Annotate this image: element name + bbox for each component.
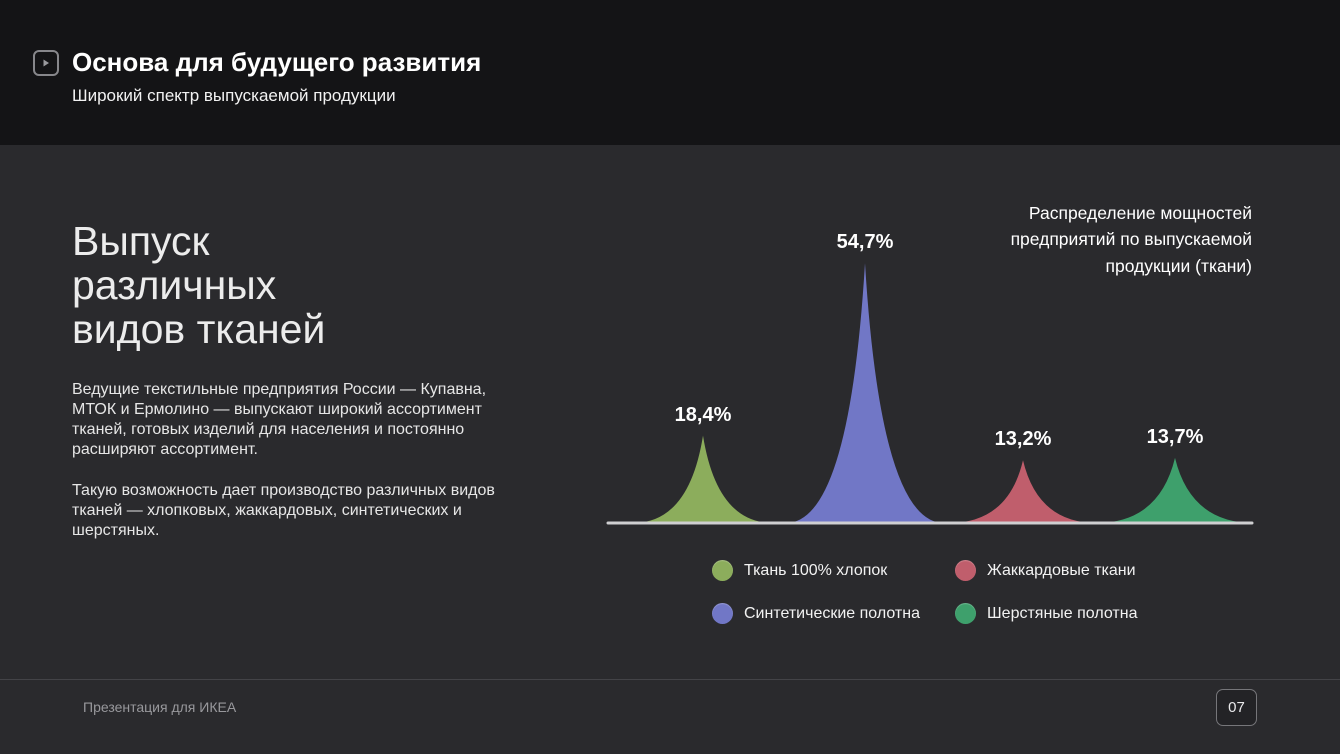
play-icon — [33, 50, 59, 76]
chart-peak-3 — [1096, 457, 1254, 523]
chart-title: Распределение мощностей предприятий по в… — [1010, 203, 1252, 276]
legend-dot-cotton — [712, 560, 733, 581]
section-heading: Выпуск различных видов тканей — [72, 218, 326, 352]
legend-label-jacquard: Жаккардовые ткани — [987, 561, 1136, 579]
chart-peak-2 — [949, 460, 1097, 523]
legend-item-cotton: Ткань 100% хлопок — [712, 549, 955, 592]
legend-label-synthetic: Синтетические полотна — [744, 604, 920, 622]
legend-item-jacquard: Жаккардовые ткани — [955, 549, 1137, 592]
peak-value-label-3: 13,7% — [1146, 425, 1204, 448]
chart-legend: Ткань 100% хлопок Жаккардовые ткани Синт… — [712, 549, 1137, 635]
footer-divider — [0, 679, 1340, 680]
chart-peak-0 — [633, 435, 773, 523]
page-subtitle: Широкий спектр выпускаемой продукции — [72, 86, 396, 105]
footer-caption: Презентация для ИКЕА — [83, 699, 237, 715]
body-paragraph-2: Такую возможность дает производство разл… — [72, 482, 495, 540]
capacity-chart-svg — [606, 263, 1254, 525]
header-band — [0, 0, 1340, 145]
legend-dot-jacquard — [955, 560, 976, 581]
peak-value-label-1: 54,7% — [836, 231, 894, 254]
section-heading-line: различных — [72, 261, 277, 308]
body-paragraph-1: Ведущие текстильные предприятия России —… — [72, 381, 487, 459]
legend-item-wool: Шерстяные полотна — [955, 592, 1137, 635]
page-number: 07 — [1228, 699, 1245, 716]
legend-label-cotton: Ткань 100% хлопок — [744, 561, 888, 579]
section-heading-line: Выпуск — [72, 218, 210, 264]
capacity-chart: 18,4% 54,7% 13,2% 13,7% — [600, 225, 1260, 525]
peak-value-label-2: 13,2% — [994, 428, 1052, 451]
page-number-badge: 07 — [1216, 689, 1257, 726]
section-heading-line: видов тканей — [72, 305, 326, 352]
chart-peak-1 — [786, 263, 944, 523]
legend-dot-synthetic — [712, 603, 733, 624]
page-title: Основа для будущего развития — [72, 47, 482, 77]
legend-label-wool: Шерстяные полотна — [987, 604, 1138, 622]
legend-dot-wool — [955, 603, 976, 624]
peak-value-label-0: 18,4% — [674, 403, 732, 426]
legend-item-synthetic: Синтетические полотна — [712, 592, 955, 635]
